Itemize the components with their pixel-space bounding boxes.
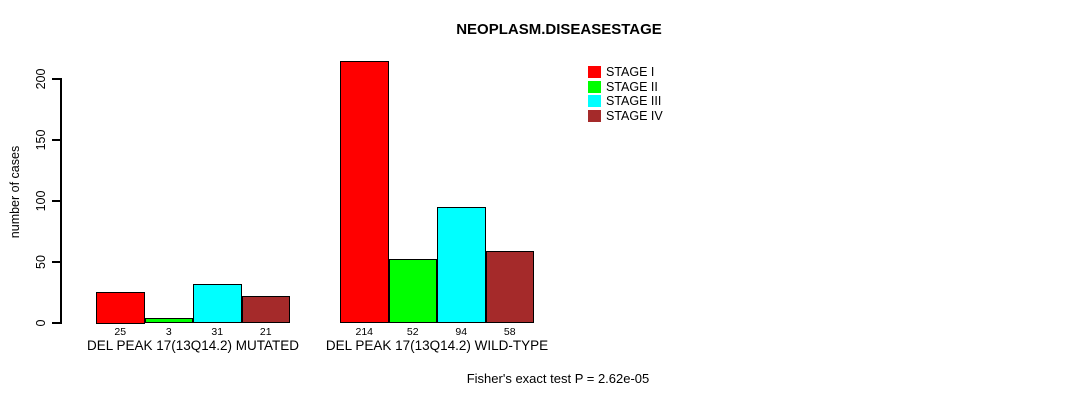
legend-swatch	[588, 95, 601, 108]
y-tick-label: 150	[34, 129, 48, 151]
legend-item: STAGE II	[588, 80, 663, 95]
legend-label: STAGE I	[606, 65, 655, 80]
legend-item: STAGE I	[588, 65, 663, 80]
bar	[388, 258, 437, 324]
bar	[485, 251, 534, 324]
legend-label: STAGE III	[606, 94, 662, 109]
bar	[437, 207, 486, 324]
bar	[144, 318, 193, 324]
group-label: DEL PEAK 17(13Q14.2) WILD-TYPE	[325, 338, 549, 353]
bar-value-label: 31	[211, 326, 224, 338]
legend-item: STAGE IV	[588, 109, 663, 124]
legend-swatch	[588, 66, 601, 79]
y-tick	[52, 322, 60, 324]
bar	[193, 284, 242, 324]
annotation-text: Fisher's exact test P = 2.62e-05	[466, 371, 650, 386]
y-tick	[52, 78, 60, 80]
bar	[241, 296, 290, 324]
y-tick-label: 50	[34, 255, 48, 269]
bar-value-label: 94	[455, 326, 468, 338]
y-tick	[52, 200, 60, 202]
chart-title: NEOPLASM.DISEASESTAGE	[456, 21, 662, 38]
legend-label: STAGE IV	[606, 109, 663, 124]
bar-value-label: 214	[355, 326, 374, 338]
bar-value-label: 25	[114, 326, 127, 338]
y-axis	[60, 78, 62, 324]
bar	[96, 291, 145, 324]
legend-label: STAGE II	[606, 79, 658, 94]
y-tick-label: 100	[34, 190, 48, 212]
bar-value-label: 21	[259, 326, 272, 338]
bar-value-label: 3	[165, 326, 172, 338]
legend: STAGE I STAGE II STAGE III STAGE IV	[588, 65, 663, 123]
y-tick	[52, 139, 60, 141]
y-tick-label: 200	[34, 68, 48, 90]
legend-swatch	[588, 80, 601, 93]
group-label: DEL PEAK 17(13Q14.2) MUTATED	[86, 338, 300, 353]
y-tick	[52, 261, 60, 263]
bar	[340, 60, 389, 324]
legend-swatch	[588, 110, 601, 123]
bar-value-label: 52	[406, 326, 419, 338]
bar-value-label: 58	[503, 326, 516, 338]
y-tick-label: 0	[34, 319, 48, 327]
legend-item: STAGE III	[588, 94, 663, 109]
